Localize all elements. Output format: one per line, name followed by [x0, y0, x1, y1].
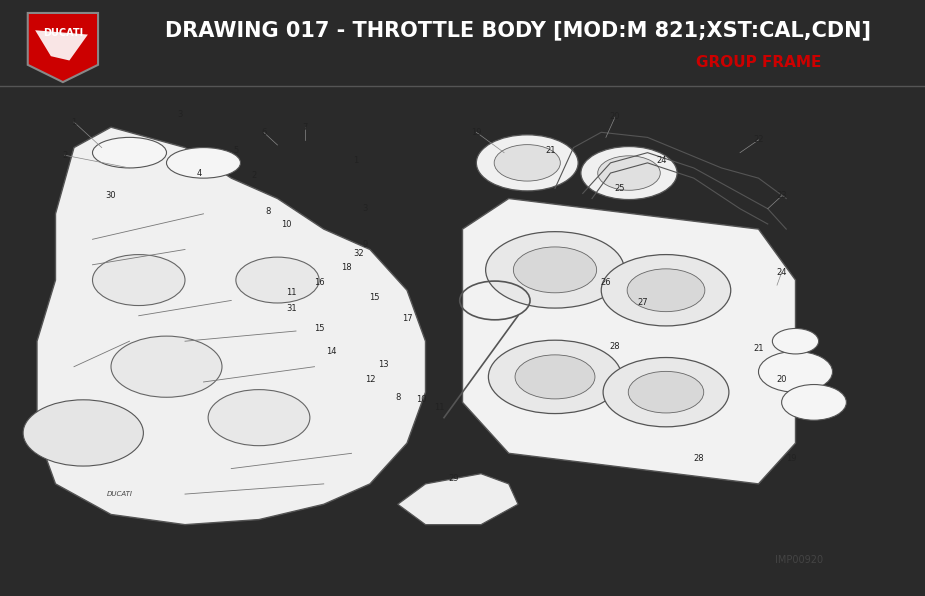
Circle shape [513, 247, 597, 293]
Circle shape [782, 384, 846, 420]
Text: 17: 17 [401, 313, 413, 323]
Text: DUCATI: DUCATI [43, 28, 83, 38]
Text: 16: 16 [314, 278, 325, 287]
Text: 18: 18 [341, 263, 352, 272]
Text: 3: 3 [178, 110, 183, 119]
Text: 11: 11 [434, 403, 445, 412]
Text: GROUP FRAME: GROUP FRAME [696, 55, 821, 70]
Text: 19: 19 [785, 454, 796, 463]
Text: 15: 15 [369, 293, 380, 302]
Circle shape [111, 336, 222, 398]
Text: 31: 31 [286, 303, 297, 312]
Text: 24: 24 [776, 268, 787, 277]
Circle shape [581, 147, 677, 200]
Text: 22: 22 [753, 135, 764, 144]
Text: 24: 24 [656, 156, 667, 165]
Ellipse shape [166, 148, 240, 178]
Circle shape [628, 371, 704, 413]
Text: 2: 2 [252, 171, 257, 180]
Circle shape [603, 358, 729, 427]
Text: 19: 19 [471, 128, 482, 137]
Circle shape [758, 352, 833, 392]
Polygon shape [28, 13, 98, 82]
Text: DRAWING 017 - THROTTLE BODY [MOD:M 821;XST:CAL,CDN]: DRAWING 017 - THROTTLE BODY [MOD:M 821;X… [165, 20, 871, 41]
Polygon shape [35, 30, 88, 61]
Text: 7: 7 [302, 123, 308, 132]
Text: 20: 20 [610, 113, 621, 122]
Circle shape [92, 254, 185, 306]
Text: 20: 20 [776, 375, 787, 384]
Text: 5: 5 [233, 145, 239, 154]
Text: 9: 9 [363, 240, 368, 249]
Text: 3: 3 [363, 204, 368, 213]
Text: 10: 10 [281, 219, 292, 228]
Text: 6: 6 [261, 128, 266, 137]
Text: 29: 29 [448, 474, 459, 483]
Text: 1: 1 [71, 117, 77, 126]
Text: 26: 26 [600, 278, 611, 287]
Text: 2: 2 [62, 151, 68, 160]
Text: 8: 8 [265, 207, 271, 216]
Polygon shape [398, 474, 518, 524]
Circle shape [772, 328, 819, 354]
Text: DUCATI: DUCATI [107, 491, 133, 497]
Text: 12: 12 [364, 375, 376, 384]
Circle shape [208, 390, 310, 446]
Text: 28: 28 [610, 342, 621, 351]
Circle shape [476, 135, 578, 191]
Text: 30: 30 [105, 191, 117, 200]
Text: 21: 21 [753, 344, 764, 353]
Text: 13: 13 [378, 359, 389, 369]
Text: 23: 23 [776, 191, 787, 200]
Text: 4: 4 [196, 169, 202, 178]
Text: 14: 14 [326, 347, 337, 356]
Polygon shape [37, 127, 426, 524]
Circle shape [515, 355, 595, 399]
Text: 21: 21 [545, 145, 556, 154]
Text: 1: 1 [353, 156, 359, 165]
Circle shape [598, 156, 660, 190]
Text: IMP00920: IMP00920 [775, 555, 823, 566]
Circle shape [627, 269, 705, 312]
Circle shape [494, 145, 561, 181]
Text: 27: 27 [637, 299, 648, 308]
Circle shape [23, 400, 143, 466]
Polygon shape [462, 198, 796, 484]
Text: 15: 15 [314, 324, 325, 333]
Circle shape [601, 254, 731, 326]
Circle shape [488, 340, 622, 414]
Text: 28: 28 [693, 454, 704, 463]
Text: 25: 25 [614, 184, 625, 193]
Text: 8: 8 [395, 393, 401, 402]
Circle shape [236, 257, 319, 303]
Text: 32: 32 [353, 249, 364, 258]
Text: 10: 10 [415, 395, 426, 404]
Text: 11: 11 [286, 288, 297, 297]
Circle shape [486, 232, 624, 308]
Ellipse shape [92, 138, 166, 168]
